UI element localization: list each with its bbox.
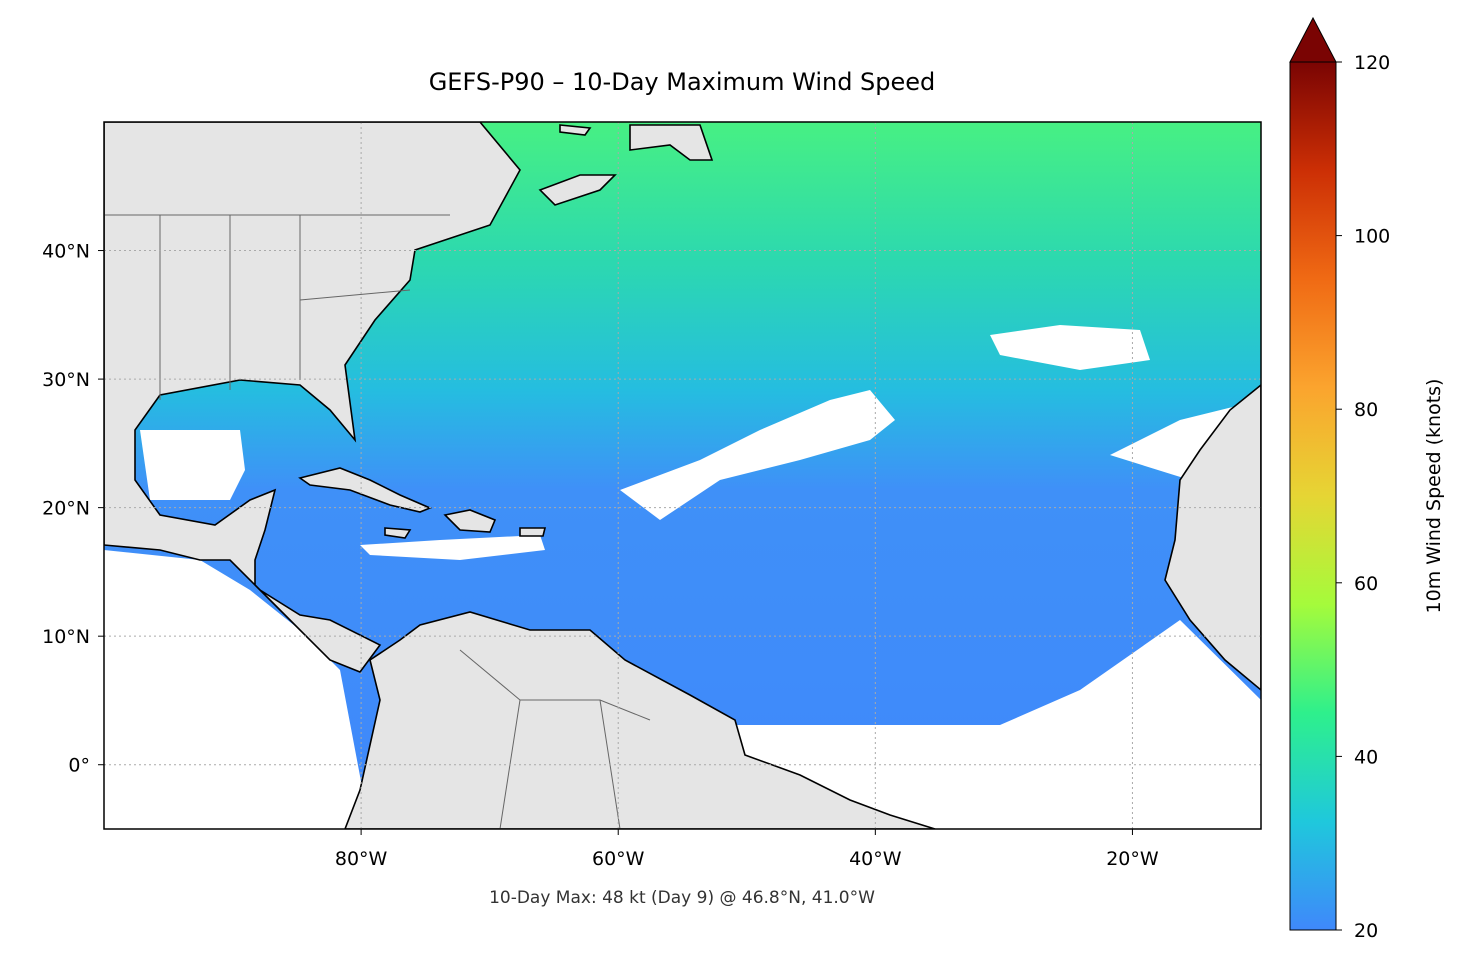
map xyxy=(104,122,1261,829)
x-tick-label: 80°W xyxy=(335,848,388,870)
y-tick-label: 10°N xyxy=(42,626,90,648)
colorbar-label: 10m Wind Speed (knots) xyxy=(1423,379,1445,614)
chart-title: GEFS-P90 – 10-Day Maximum Wind Speed xyxy=(429,68,936,96)
y-tick-label: 30°N xyxy=(42,369,90,391)
y-tick-label: 20°N xyxy=(42,498,90,520)
y-tick-label: 40°N xyxy=(42,241,90,263)
x-tick-label: 40°W xyxy=(849,848,902,870)
x-tick-label: 60°W xyxy=(592,848,645,870)
colorbar xyxy=(1289,61,1337,931)
colorbar-tick-label: 20 xyxy=(1354,920,1378,942)
colorbar-tick-label: 120 xyxy=(1354,52,1390,74)
colorbar-tick-label: 60 xyxy=(1354,573,1378,595)
x-tick-label: 20°W xyxy=(1106,848,1159,870)
y-tick-label: 0° xyxy=(68,755,90,777)
colorbar-tick-label: 40 xyxy=(1354,746,1378,768)
colorbar-extend xyxy=(1289,16,1337,63)
map-frame xyxy=(103,121,1262,830)
land xyxy=(104,122,1261,829)
colorbar-tick-label: 80 xyxy=(1354,399,1378,421)
colorbar-tick-label: 100 xyxy=(1354,226,1390,248)
annotation: 10-Day Max: 48 kt (Day 9) @ 46.8°N, 41.0… xyxy=(489,888,875,908)
